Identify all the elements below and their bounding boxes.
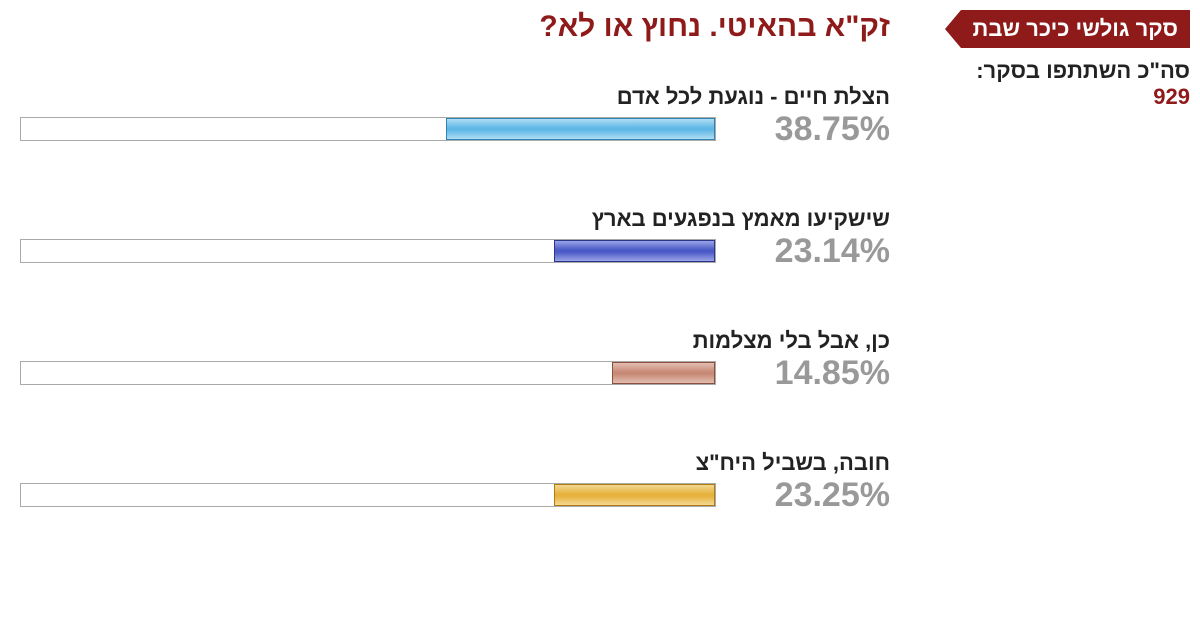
option-percent: 23.14%	[730, 234, 890, 268]
poll-option: חובה, בשביל היח"צ23.25%	[20, 450, 890, 512]
option-percent: 38.75%	[730, 112, 890, 146]
option-row: 14.85%	[20, 356, 890, 390]
bar-fill	[612, 362, 715, 384]
option-label: שישקיעו מאמץ בנפגעים בארץ	[20, 206, 890, 232]
poll-main: זק"א בהאיטי. נחוץ או לא? הצלת חיים - נוג…	[10, 10, 890, 572]
badge-arrow-icon	[945, 10, 961, 48]
poll-option: שישקיעו מאמץ בנפגעים בארץ23.14%	[20, 206, 890, 268]
poll-container: סקר גולשי כיכר שבת סה"כ השתתפו בסקר: 929…	[10, 10, 1190, 572]
sidebar: סקר גולשי כיכר שבת סה"כ השתתפו בסקר: 929	[910, 10, 1190, 572]
option-row: 38.75%	[20, 112, 890, 146]
poll-question: זק"א בהאיטי. נחוץ או לא?	[20, 10, 890, 44]
badge-wrap: סקר גולשי כיכר שבת	[910, 10, 1190, 48]
option-row: 23.14%	[20, 234, 890, 268]
total-label: סה"כ השתתפו בסקר:	[910, 58, 1190, 84]
poll-options-list: הצלת חיים - נוגעת לכל אדם38.75% שישקיעו מ…	[20, 84, 890, 512]
option-percent: 23.25%	[730, 478, 890, 512]
bar-track	[20, 239, 716, 263]
option-label: הצלת חיים - נוגעת לכל אדם	[20, 84, 890, 110]
poll-option: כן, אבל בלי מצלמות14.85%	[20, 328, 890, 390]
total-value: 929	[910, 84, 1190, 110]
option-row: 23.25%	[20, 478, 890, 512]
bar-track	[20, 117, 716, 141]
bar-track	[20, 361, 716, 385]
bar-fill	[554, 240, 715, 262]
option-label: כן, אבל בלי מצלמות	[20, 328, 890, 354]
option-label: חובה, בשביל היח"צ	[20, 450, 890, 476]
option-percent: 14.85%	[730, 356, 890, 390]
bar-fill	[446, 118, 715, 140]
bar-fill	[554, 484, 715, 506]
poll-badge: סקר גולשי כיכר שבת	[961, 10, 1190, 48]
bar-track	[20, 483, 716, 507]
poll-option: הצלת חיים - נוגעת לכל אדם38.75%	[20, 84, 890, 146]
